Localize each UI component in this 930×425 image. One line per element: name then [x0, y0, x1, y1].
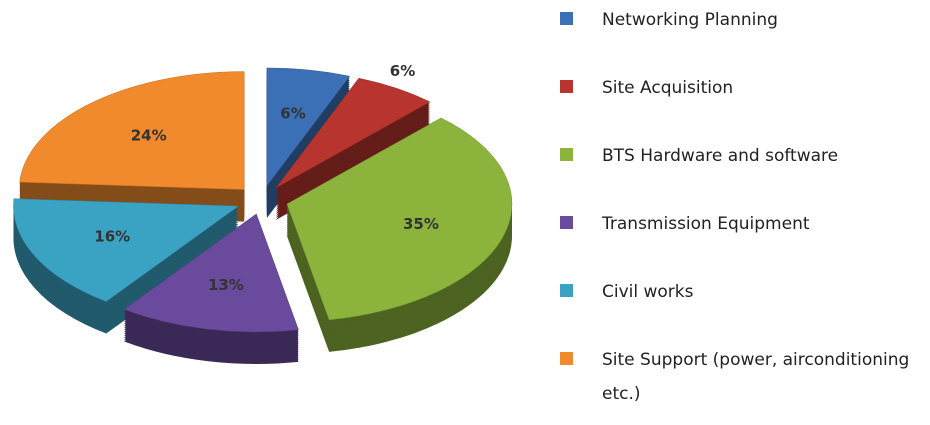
legend: Networking Planning Site Acquisition BTS H… — [556, 6, 926, 414]
legend-label: Site Acquisition — [602, 78, 734, 98]
slice — [123, 213, 299, 333]
legend-swatch — [560, 12, 573, 25]
data-label: 13% — [208, 276, 244, 294]
data-label: 6% — [280, 105, 305, 123]
pie-chart: 6% 6% 35% 13% 16% 24% — [13, 62, 513, 364]
legend-swatch — [560, 284, 573, 297]
slice — [266, 67, 351, 187]
legend-item: Civil works — [556, 278, 926, 346]
legend-label: Transmission Equipment — [602, 214, 810, 234]
legend-item: Site Acquisition — [556, 74, 926, 142]
legend-swatch — [560, 148, 573, 161]
legend-label: Networking Planning — [602, 10, 778, 30]
legend-item: Networking Planning — [556, 6, 926, 74]
legend-label: Site Support (power, airconditioning etc… — [602, 350, 910, 404]
data-label: 24% — [131, 127, 167, 145]
data-label: 35% — [403, 215, 439, 233]
data-label: 6% — [390, 62, 415, 80]
legend-item: Transmission Equipment — [556, 210, 926, 278]
legend-swatch — [560, 352, 573, 365]
data-label: 16% — [94, 228, 130, 246]
legend-item: BTS Hardware and software — [556, 142, 926, 210]
legend-label: BTS Hardware and software — [602, 146, 839, 166]
legend-item: Site Support (power, airconditioning etc… — [556, 346, 926, 414]
slice — [286, 117, 513, 321]
legend-swatch — [560, 216, 573, 229]
slice — [13, 198, 240, 302]
slice — [19, 71, 245, 190]
slice — [275, 77, 431, 189]
legend-label: Civil works — [602, 282, 694, 302]
legend-swatch — [560, 80, 573, 93]
